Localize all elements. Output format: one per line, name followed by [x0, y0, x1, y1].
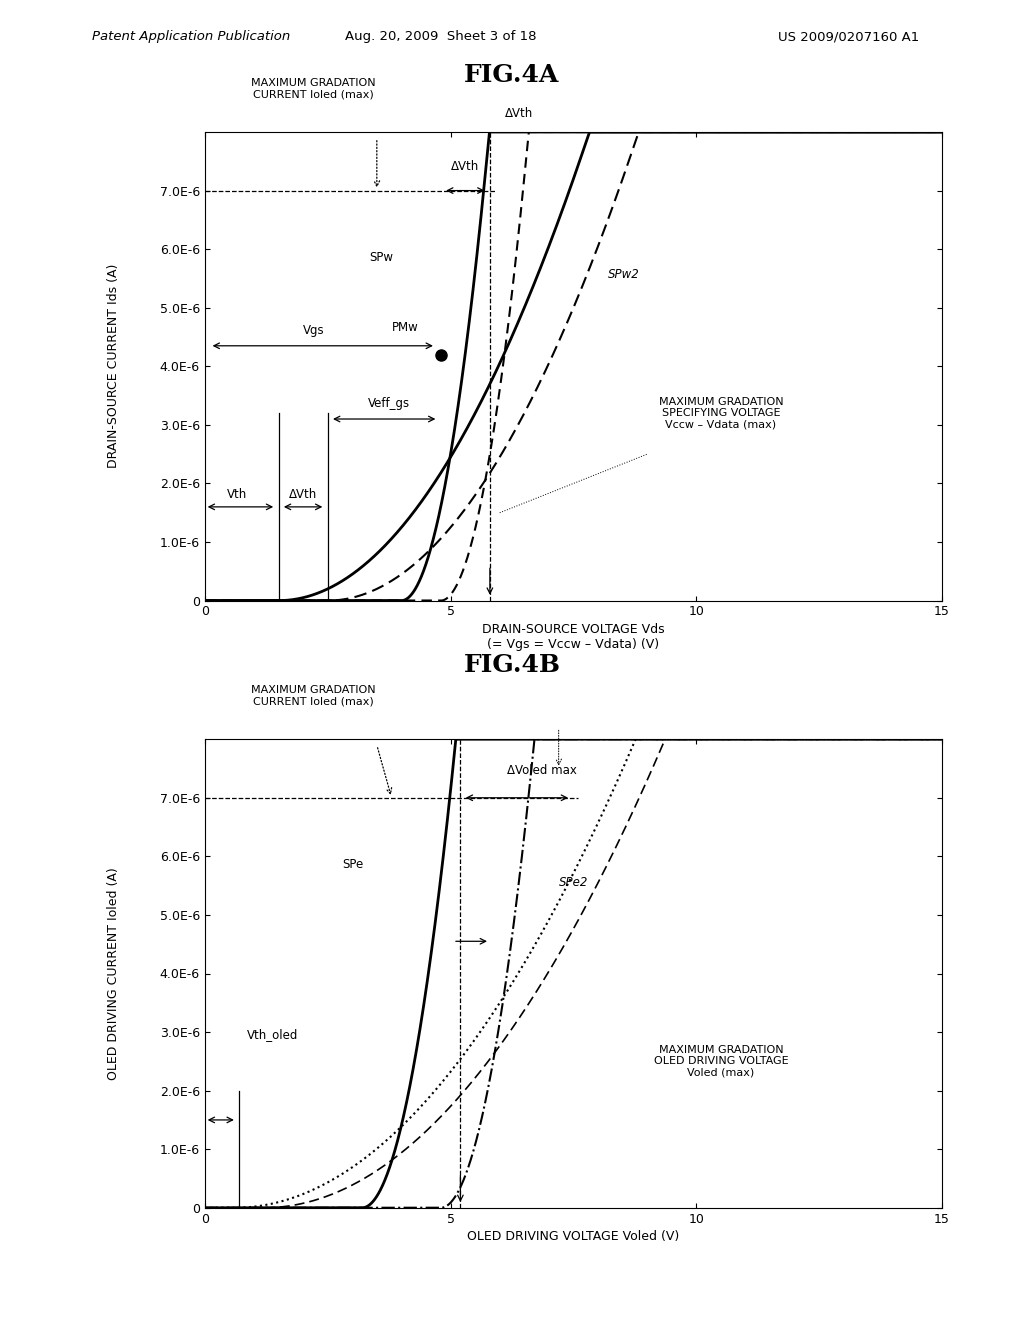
Y-axis label: OLED DRIVING CURRENT Ioled (A): OLED DRIVING CURRENT Ioled (A)	[108, 867, 120, 1080]
Text: SPw: SPw	[370, 251, 394, 264]
Text: MAXIMUM GRADATION
OLED DRIVING VOLTAGE
Voled (max): MAXIMUM GRADATION OLED DRIVING VOLTAGE V…	[653, 1044, 788, 1078]
X-axis label: OLED DRIVING VOLTAGE Voled (V): OLED DRIVING VOLTAGE Voled (V)	[467, 1230, 680, 1243]
Text: SPe: SPe	[342, 858, 364, 871]
Text: ΔVth: ΔVth	[289, 488, 317, 502]
Text: US 2009/0207160 A1: US 2009/0207160 A1	[778, 30, 920, 44]
Text: FIG.4A: FIG.4A	[464, 63, 560, 87]
Text: ΔVoled max: ΔVoled max	[507, 764, 577, 777]
Text: ΔVth: ΔVth	[505, 107, 532, 120]
Text: Patent Application Publication: Patent Application Publication	[92, 30, 291, 44]
Text: MAXIMUM GRADATION
CURRENT Ioled (max): MAXIMUM GRADATION CURRENT Ioled (max)	[251, 685, 375, 708]
Text: FIG.4B: FIG.4B	[464, 653, 560, 677]
Text: Vgs: Vgs	[303, 325, 325, 337]
Text: SPe2: SPe2	[559, 875, 588, 888]
Text: Vth_oled: Vth_oled	[247, 1028, 298, 1041]
Text: SPw2: SPw2	[608, 268, 640, 281]
X-axis label: DRAIN-SOURCE VOLTAGE Vds
(= Vgs = Vccw – Vdata) (V): DRAIN-SOURCE VOLTAGE Vds (= Vgs = Vccw –…	[482, 623, 665, 651]
Text: PMw: PMw	[391, 321, 419, 334]
Text: MAXIMUM GRADATION
SPECIFYING VOLTAGE
Vccw – Vdata (max): MAXIMUM GRADATION SPECIFYING VOLTAGE Vcc…	[658, 396, 783, 430]
Text: Aug. 20, 2009  Sheet 3 of 18: Aug. 20, 2009 Sheet 3 of 18	[344, 30, 537, 44]
Text: ΔVth: ΔVth	[452, 160, 479, 173]
Text: Vth: Vth	[226, 488, 247, 502]
Text: Veff_gs: Veff_gs	[368, 397, 411, 411]
Y-axis label: DRAIN-SOURCE CURRENT Ids (A): DRAIN-SOURCE CURRENT Ids (A)	[108, 264, 120, 469]
Text: MAXIMUM GRADATION
CURRENT Ioled (max): MAXIMUM GRADATION CURRENT Ioled (max)	[251, 78, 375, 100]
